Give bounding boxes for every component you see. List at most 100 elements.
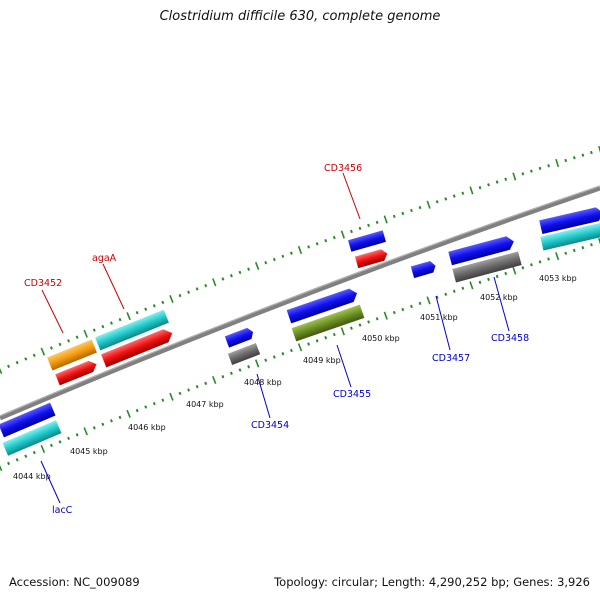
kbp-label-4049: 4049 kbp: [303, 356, 341, 365]
outer-tick: [32, 353, 36, 357]
outer-tick: [418, 205, 422, 210]
gene-cd3452-orange[interactable]: [47, 339, 97, 371]
label-cd3456[interactable]: CD3456: [324, 163, 362, 174]
inner-tick: [307, 342, 311, 346]
gene-lacC-cyan[interactable]: [2, 420, 62, 456]
outer-tick: [83, 329, 88, 338]
kbp-label-4051: 4051 kbp: [420, 313, 458, 322]
gene-cd3457-blue[interactable]: [410, 260, 437, 279]
gene-cd3454-blue[interactable]: [224, 326, 255, 348]
outer-tick: [307, 245, 311, 249]
outer-tick: [75, 335, 79, 339]
inner-tick: [572, 248, 576, 253]
inner-tick: [358, 323, 362, 327]
outer-tick: [581, 153, 585, 157]
leader-cd3455: [336, 344, 352, 388]
outer-tick: [375, 220, 379, 225]
outer-tick: [297, 245, 303, 255]
map-title: Clostridium difficile 630, complete geno…: [159, 9, 441, 24]
outer-tick: [58, 342, 62, 347]
gene-cd3455-olive[interactable]: [291, 304, 365, 342]
inner-tick: [410, 304, 413, 309]
inner-tick: [144, 405, 148, 409]
kbp-label-4045: 4045 kbp: [70, 447, 108, 456]
outer-tick: [315, 242, 319, 246]
inner-tick: [555, 252, 560, 261]
inner-tick: [7, 461, 11, 466]
inner-tick: [187, 388, 191, 392]
inner-tick: [161, 398, 165, 402]
gene-far-right-blue[interactable]: [539, 206, 600, 235]
outer-tick: [598, 145, 600, 153]
outer-tick: [478, 186, 482, 190]
outer-tick: [289, 251, 293, 255]
outer-tick: [178, 293, 182, 298]
label-cd3454[interactable]: CD3454: [251, 420, 289, 431]
outer-tick: [340, 230, 345, 239]
inner-tick: [521, 266, 525, 270]
outer-tick: [401, 211, 405, 216]
outer-tick: [92, 328, 96, 332]
inner-tick: [238, 368, 242, 372]
label-cd3457[interactable]: CD3457: [432, 353, 470, 364]
outer-tick: [152, 304, 156, 308]
gene-far-right-cyan[interactable]: [540, 221, 600, 251]
inner-tick: [598, 237, 600, 245]
outer-tick: [169, 295, 174, 303]
gene-cd3455-blue[interactable]: [286, 287, 360, 324]
outer-tick: [367, 223, 370, 228]
gene-cd3454-gray[interactable]: [227, 343, 261, 365]
inner-tick: [340, 327, 345, 336]
gene-cd3458-blue[interactable]: [448, 235, 515, 266]
inner-tick: [426, 296, 431, 305]
inner-tick: [564, 251, 568, 255]
label-cd3458[interactable]: CD3458: [491, 333, 529, 344]
gene-cd3452-red[interactable]: [55, 359, 98, 386]
kbp-label-4048: 4048 kbp: [244, 378, 282, 387]
outer-tick: [461, 191, 465, 195]
inner-tick: [512, 266, 517, 275]
outer-tick: [487, 183, 490, 187]
outer-tick: [212, 278, 217, 287]
outer-tick: [67, 339, 71, 343]
outer-tick: [264, 261, 268, 265]
outer-tick-track: [0, 145, 600, 375]
gene-lacC-blue[interactable]: [0, 402, 56, 438]
outer-tick: [426, 200, 431, 209]
gene-agaA-red[interactable]: [101, 327, 175, 368]
inner-tick: [452, 289, 456, 293]
outer-tick: [101, 324, 105, 329]
label-agaA[interactable]: agaA: [92, 253, 117, 264]
outer-tick: [452, 194, 456, 198]
outer-tick: [7, 364, 11, 368]
outer-tick: [15, 360, 19, 365]
inner-tick: [547, 257, 550, 261]
gene-cd3456-red[interactable]: [354, 248, 389, 269]
inner-tick: [478, 280, 482, 285]
kbp-label-4044: 4044 kbp: [13, 472, 51, 481]
genome-summary: Topology: circular; Length: 4,290,252 bp…: [274, 575, 590, 589]
outer-tick: [49, 346, 53, 350]
gene-cd3458-gray[interactable]: [452, 251, 522, 283]
inner-tick: [383, 311, 388, 320]
outer-tick: [564, 158, 568, 163]
outer-tick: [435, 200, 439, 204]
outer-tick: [126, 312, 131, 321]
inner-tick: [135, 408, 139, 413]
label-cd3455[interactable]: CD3455: [333, 389, 371, 400]
inner-tick: [315, 339, 319, 343]
leader-cd3458: [493, 276, 510, 332]
inner-tick: [375, 317, 379, 321]
outer-tick: [109, 321, 113, 325]
gene-cd3456-blue[interactable]: [348, 230, 386, 252]
inner-tick: [349, 326, 353, 330]
label-lacC[interactable]: lacC: [52, 505, 73, 516]
genome-backbone: [0, 185, 600, 421]
label-cd3452[interactable]: CD3452: [24, 278, 62, 289]
outer-tick: [281, 254, 285, 258]
gene-agaA-cyan[interactable]: [95, 309, 169, 351]
inner-tick: [418, 301, 422, 306]
outer-tick: [521, 172, 525, 176]
outer-tick: [572, 156, 576, 160]
